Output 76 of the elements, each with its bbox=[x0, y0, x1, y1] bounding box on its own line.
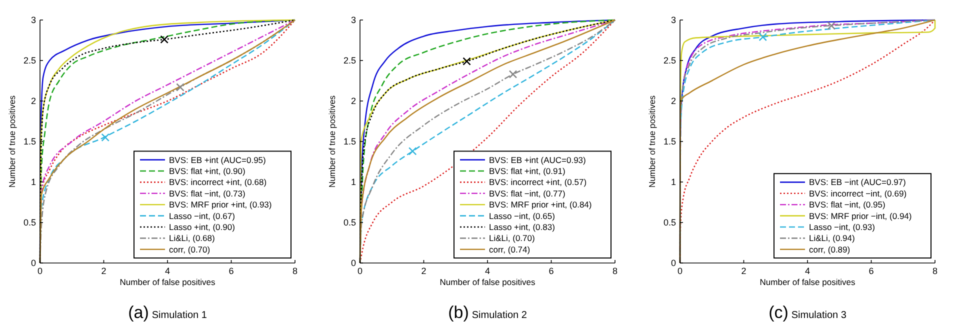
legend-label: corr, (0.89) bbox=[809, 244, 850, 254]
y-tick-label: 0.5 bbox=[663, 218, 676, 228]
point bbox=[508, 70, 518, 78]
y-tick-label: 0.5 bbox=[343, 218, 356, 228]
y-tick-label: 2.5 bbox=[343, 56, 356, 66]
y-tick-label: 1.5 bbox=[23, 136, 36, 146]
y-tick-label: 1 bbox=[30, 177, 36, 187]
legend-label: Li&Li, (0.94) bbox=[809, 233, 855, 244]
x-tick-label: 0 bbox=[677, 266, 683, 276]
y-axis-title: Number of true positives bbox=[327, 95, 337, 188]
legend-label: BVS: MRF prior +int, (0.84) bbox=[489, 200, 592, 210]
legend-label: BVS: incorrect +int, (0.57) bbox=[489, 177, 587, 188]
legend-label: BVS: MRF prior −int, (0.94) bbox=[809, 210, 912, 221]
x-tick-label: 8 bbox=[612, 266, 618, 276]
y-tick-label: 2 bbox=[670, 96, 676, 106]
y-tick-label: 3 bbox=[670, 15, 676, 25]
y-axis-title: Number of true positives bbox=[647, 95, 657, 188]
legend-label: BVS: MRF prior +int, (0.93) bbox=[169, 200, 272, 210]
x-tick-label: 4 bbox=[164, 266, 170, 276]
text: (c) Simulation 3 bbox=[768, 303, 847, 322]
x-axis-title: Number of false positives bbox=[120, 277, 216, 287]
text: (b) Simulation 2 bbox=[448, 303, 528, 322]
x-tick-label: 0 bbox=[357, 266, 363, 276]
legend-label: Lasso −int, (0.67) bbox=[169, 210, 236, 221]
legend-label: BVS: incorrect −int, (0.69) bbox=[809, 188, 907, 198]
y-tick-label: 0 bbox=[670, 258, 676, 268]
y-tick-label: 2 bbox=[350, 96, 356, 106]
legend-label: Lasso −int, (0.93) bbox=[809, 222, 876, 232]
y-tick-label: 2.5 bbox=[663, 56, 676, 66]
y-tick-label: 0.5 bbox=[23, 218, 36, 228]
point bbox=[101, 133, 110, 142]
x-axis-title: Number of false positives bbox=[760, 277, 856, 287]
y-axis-title: Number of true positives bbox=[7, 95, 17, 188]
legend-label: Li&Li, (0.68) bbox=[169, 233, 215, 244]
x-tick-label: 6 bbox=[228, 266, 234, 276]
point bbox=[160, 35, 168, 44]
x-tick-label: 2 bbox=[421, 266, 426, 276]
point bbox=[408, 147, 417, 156]
x-tick-label: 4 bbox=[804, 266, 810, 276]
legend-label: corr, (0.70) bbox=[169, 244, 210, 254]
y-tick-label: 1.5 bbox=[343, 136, 356, 146]
legend-label: corr, (0.74) bbox=[489, 244, 530, 254]
point bbox=[176, 83, 184, 92]
y-tick-label: 2.5 bbox=[23, 56, 36, 66]
x-tick-label: 6 bbox=[548, 266, 554, 276]
legend-label: Lasso −int, (0.65) bbox=[489, 210, 556, 221]
x-tick-label: 8 bbox=[292, 266, 298, 276]
legend-label: BVS: flat +int, (0.91) bbox=[489, 166, 566, 176]
y-tick-label: 1 bbox=[350, 177, 356, 187]
y-tick-label: 0 bbox=[350, 258, 356, 268]
legend-label: Li&Li, (0.70) bbox=[489, 233, 535, 244]
legend-label: BVS: incorrect +int, (0.68) bbox=[169, 177, 267, 188]
x-axis-title: Number of false positives bbox=[440, 277, 536, 287]
text: (a) Simulation 1 bbox=[128, 303, 208, 322]
x-tick-label: 0 bbox=[37, 266, 43, 276]
x-tick-label: 4 bbox=[484, 266, 490, 276]
y-tick-label: 1 bbox=[670, 177, 676, 187]
x-tick-label: 2 bbox=[101, 266, 106, 276]
y-tick-label: 0 bbox=[30, 258, 36, 268]
legend-label: BVS: EB +int (AUC=0.93) bbox=[489, 154, 586, 165]
y-tick-label: 3 bbox=[30, 15, 36, 25]
legend-label: BVS: EB +int (AUC=0.95) bbox=[169, 154, 266, 165]
legend-label: BVS: flat −int, (0.73) bbox=[169, 188, 246, 198]
x-tick-label: 2 bbox=[741, 266, 746, 276]
x-tick-label: 6 bbox=[868, 266, 874, 276]
point bbox=[462, 57, 471, 66]
legend-label: BVS: flat −int, (0.77) bbox=[489, 188, 566, 198]
legend-label: BVS: flat −int, (0.95) bbox=[809, 200, 886, 210]
y-tick-label: 2 bbox=[30, 96, 36, 106]
y-tick-label: 3 bbox=[350, 15, 356, 25]
y-tick-label: 1.5 bbox=[663, 136, 676, 146]
legend-label: Lasso +int, (0.90) bbox=[169, 222, 236, 232]
legend-label: BVS: flat +int, (0.90) bbox=[169, 166, 246, 176]
legend-label: BVS: EB −int (AUC=0.97) bbox=[809, 177, 906, 188]
x-tick-label: 8 bbox=[932, 266, 938, 276]
legend-label: Lasso +int, (0.83) bbox=[489, 222, 556, 232]
